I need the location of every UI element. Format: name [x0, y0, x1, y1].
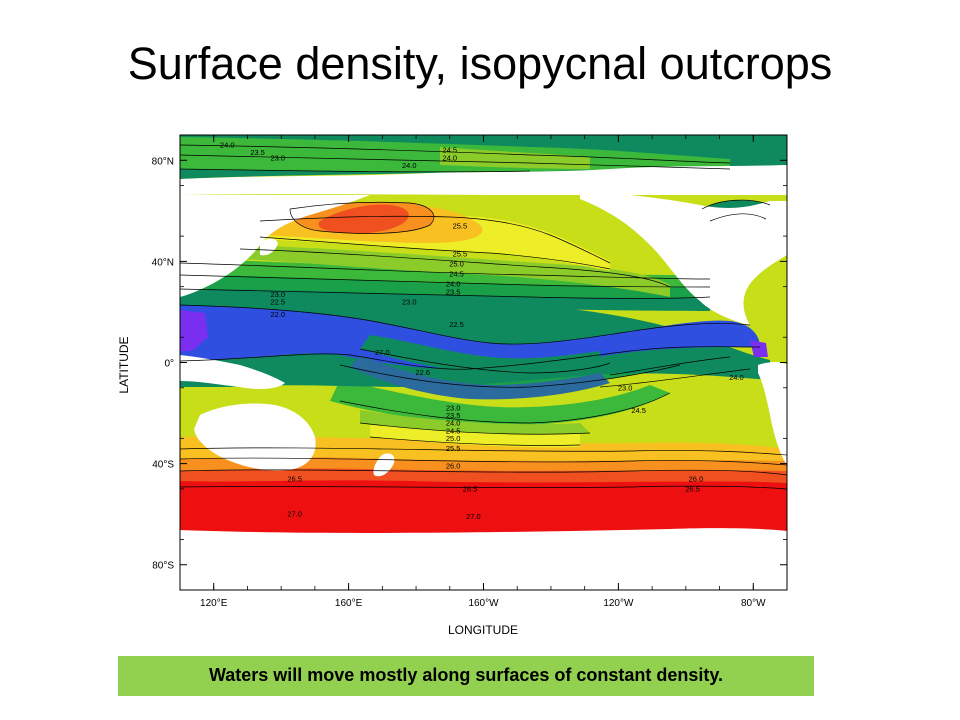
land-arctic — [180, 165, 787, 195]
contour-label: 25.5 — [453, 249, 468, 258]
density-map-figure: 120°E 160°E 160°W 120°W 80°W 80°N 40°N 0° 40°S 80… — [110, 125, 810, 645]
land-south-america — [758, 362, 787, 465]
contour-label: 25.0 — [446, 434, 461, 443]
band-23-0-north — [180, 285, 710, 311]
contour-label: 23.0 — [618, 383, 633, 392]
contour-label: 24.5 — [449, 270, 464, 279]
x-tick-label: 160°W — [468, 598, 499, 609]
contour-line — [289, 201, 435, 234]
slide-title: Surface density, isopycnal outcrops — [127, 38, 833, 89]
contour-label: 25.5 — [453, 222, 468, 231]
band-21-0-panama — [750, 340, 768, 357]
density-map: 120°E 160°E 160°W 120°W 80°W 80°N 40°N 0° 40°S 80… — [117, 134, 788, 637]
x-tick-label: 120°E — [200, 598, 228, 609]
contour-line — [180, 304, 751, 345]
density-field — [180, 135, 787, 590]
contour-label: 23.0 — [270, 290, 285, 299]
band-24-5-north — [240, 245, 670, 297]
y-tick-label: 80°N — [152, 156, 174, 167]
contour-label: 23.5 — [446, 287, 461, 296]
land-antarctica — [180, 528, 787, 590]
band-21-0-indo — [180, 310, 208, 351]
y-axis-title: LATITUDE — [117, 336, 131, 393]
contour-lines — [180, 144, 787, 490]
contour-label: 23.0 — [446, 404, 461, 413]
y-tick-label: 0° — [164, 359, 174, 370]
land-maritime — [180, 355, 285, 390]
contour-label: 23.5 — [250, 148, 265, 157]
x-tick-label: 80°W — [741, 598, 766, 609]
band-22-5-eq — [350, 355, 610, 400]
contour-line — [339, 392, 671, 424]
contour-label: 26.5 — [685, 484, 700, 493]
contour-line — [180, 346, 761, 370]
contour-label: 23.0 — [270, 153, 285, 162]
contour-line — [359, 422, 591, 435]
contour-line — [359, 348, 611, 374]
land-asia — [180, 195, 370, 297]
contour-line — [239, 248, 671, 288]
contour-label: 24.0 — [729, 373, 744, 382]
contour-line — [180, 447, 787, 456]
caption-box: Waters will move mostly along surfaces o… — [118, 656, 814, 696]
contour-label: 24.0 — [402, 161, 417, 170]
x-axis-title: LONGITUDE — [448, 623, 518, 637]
contour-label: 24.0 — [446, 419, 461, 428]
land-north-america — [580, 189, 787, 325]
contour-label: 23.0 — [402, 297, 417, 306]
contour-label: 22.5 — [449, 320, 464, 329]
contour-label: 24.5 — [446, 426, 461, 435]
contour-label: 27.0 — [375, 348, 390, 357]
contour-label: 27.0 — [287, 510, 302, 519]
band-26-5-north — [318, 204, 409, 234]
contour-line — [180, 469, 787, 476]
contour-label: 25.5 — [446, 444, 461, 453]
contour-label: 24.5 — [631, 406, 646, 415]
contour-line — [259, 236, 611, 270]
band-25-5 — [370, 425, 580, 448]
land — [180, 165, 787, 590]
contour-line — [701, 199, 771, 210]
contour-line — [180, 485, 787, 490]
band-24-5-south — [360, 410, 590, 435]
contour-label: 26.5 — [287, 474, 302, 483]
contour-label: 22.5 — [270, 297, 285, 306]
contour-label: 25.0 — [449, 259, 464, 268]
contour-line — [709, 213, 767, 222]
contour-line — [369, 436, 581, 446]
contour-line — [339, 364, 681, 388]
contour-label: 27.0 — [466, 512, 481, 521]
contour-label: 22.0 — [270, 310, 285, 319]
contour-line — [609, 356, 731, 376]
band-23-0-warm-pool — [360, 335, 600, 375]
contour-label: 24.0 — [446, 280, 461, 289]
axis-ticks: 120°E 160°E 160°W 120°W 80°W 80°N 40°N 0° 40°S 80… — [152, 134, 788, 609]
contour-label: 24.0 — [442, 153, 457, 162]
y-tick-label: 80°S — [152, 561, 174, 572]
contour-label: 26.0 — [446, 462, 461, 471]
band-26-0 — [180, 436, 787, 461]
contour-label: 22.6 — [415, 368, 430, 377]
contour-label: 24.5 — [442, 146, 457, 155]
contour-line — [180, 457, 787, 466]
x-tick-label: 160°E — [335, 598, 363, 609]
contour-line — [180, 144, 731, 164]
contour-label: 24.0 — [220, 141, 235, 150]
y-tick-label: 40°S — [152, 460, 174, 471]
contour-label: 26.0 — [689, 474, 704, 483]
x-tick-label: 120°W — [603, 598, 634, 609]
contour-line — [180, 262, 711, 280]
contour-line — [180, 274, 711, 288]
contour-line — [259, 215, 611, 264]
contour-label: 23.5 — [446, 411, 461, 420]
contour-label: 26.5 — [463, 484, 478, 493]
contour-line — [599, 368, 751, 388]
contour-labels: 24.023.523.024.524.024.025.525.525.024.5… — [220, 141, 744, 522]
land-japan — [260, 238, 278, 256]
contour-line — [180, 168, 531, 173]
band-23-5-north — [180, 273, 710, 298]
land-australia — [194, 403, 316, 471]
y-tick-label: 40°N — [152, 257, 174, 268]
